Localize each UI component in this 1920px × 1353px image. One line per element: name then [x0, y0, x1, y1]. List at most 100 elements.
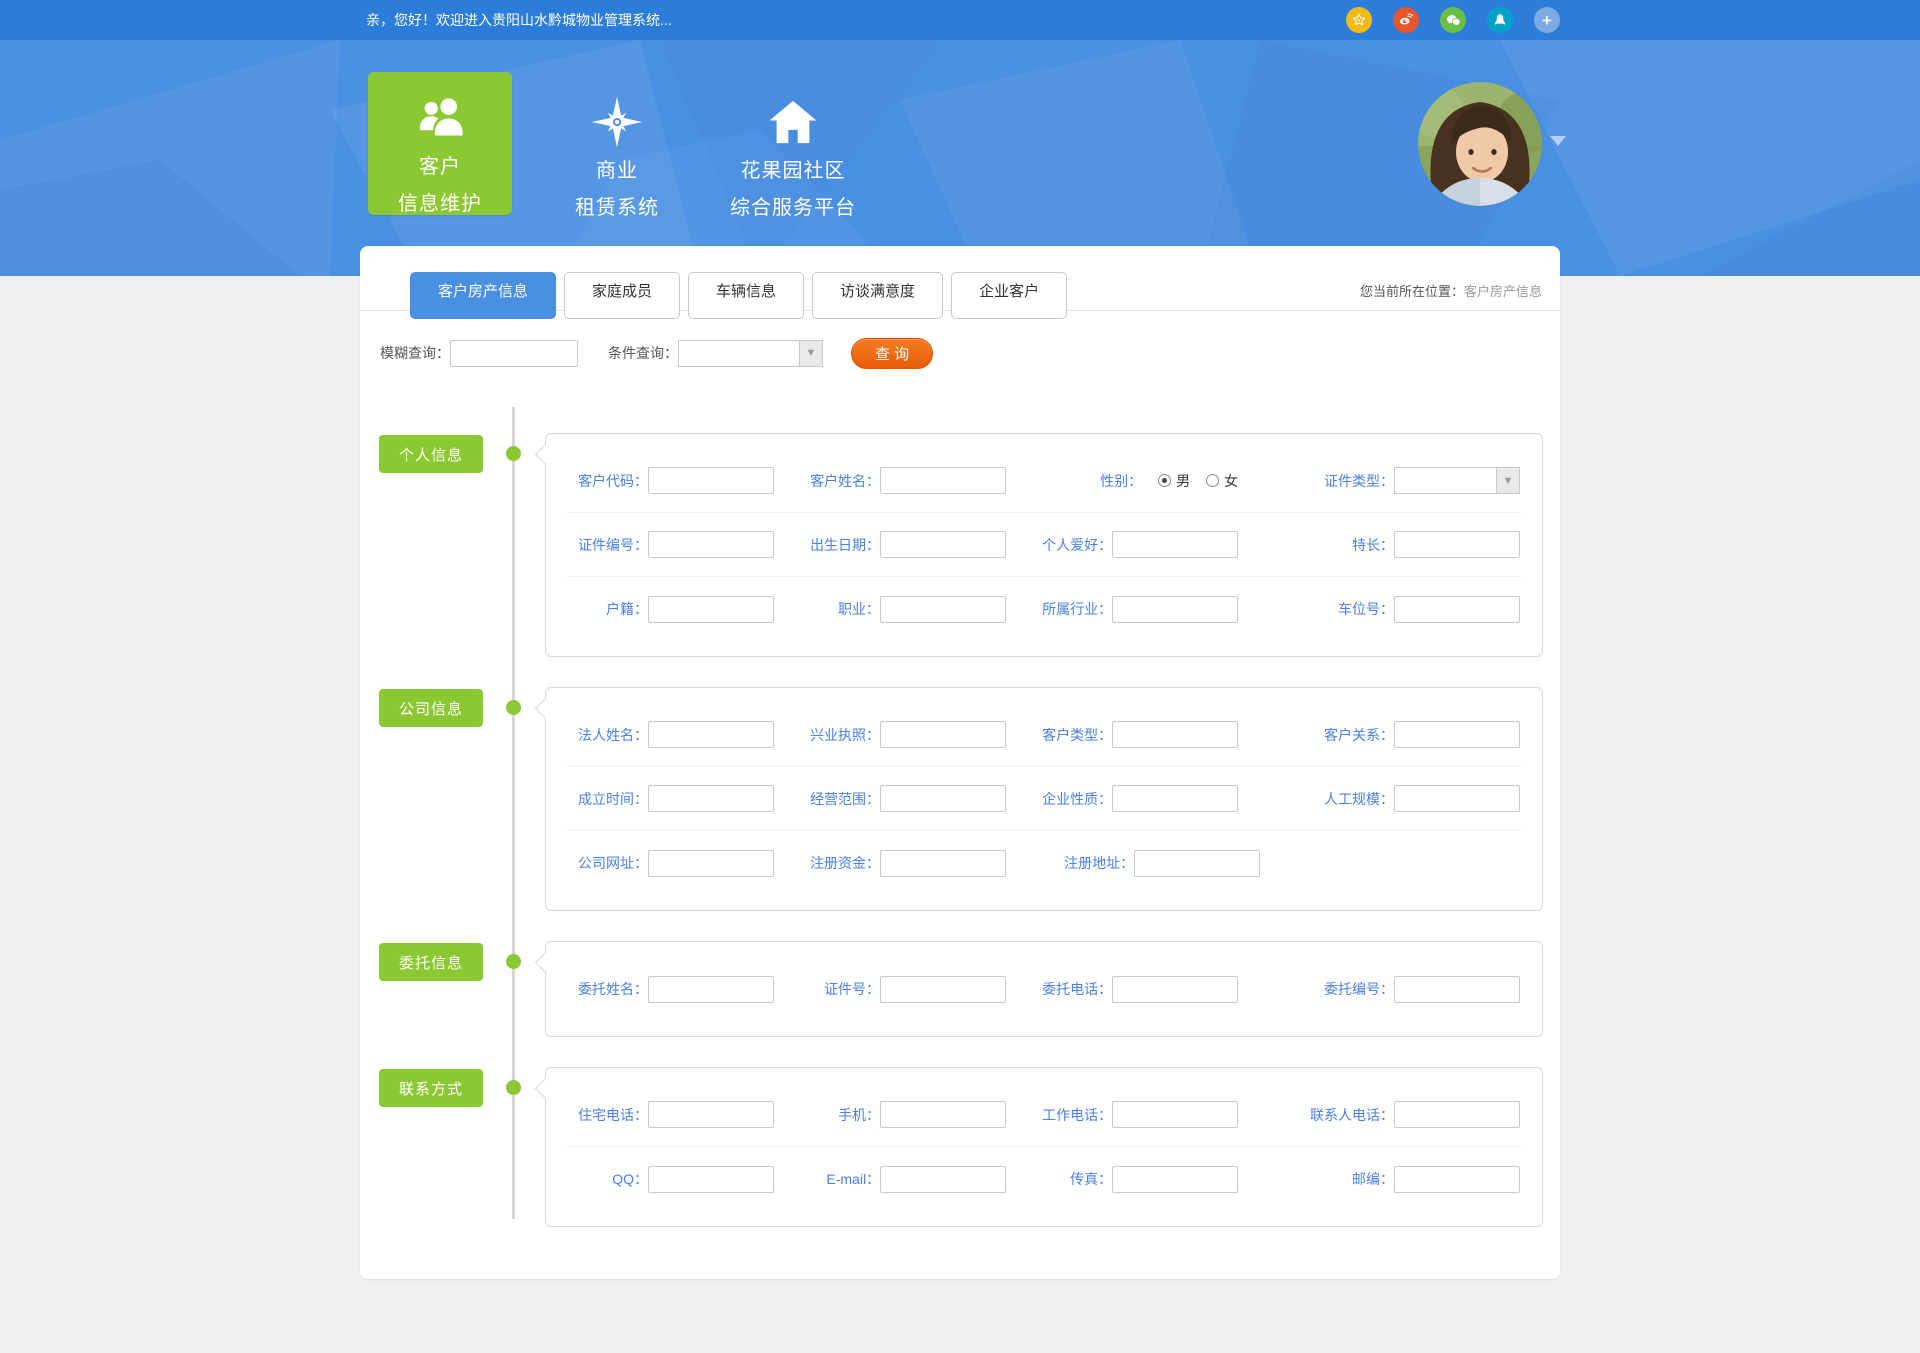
topbar-icon-group: + [1346, 7, 1560, 33]
menu-item-leasing[interactable]: 商业 租赁系统 [546, 72, 688, 222]
section-left: 公司信息 [360, 687, 545, 911]
menu-label-line2: 综合服务平台 [730, 197, 856, 219]
text-input[interactable] [880, 595, 1007, 623]
qq-icon[interactable] [1487, 7, 1513, 33]
field-label: 法人姓名： [578, 726, 649, 743]
radio-label: 男 [1176, 472, 1191, 489]
field: 成立时间： [566, 785, 798, 812]
home-icon [722, 96, 864, 148]
text-input[interactable] [648, 467, 775, 494]
field: 手机： [798, 1101, 1030, 1128]
compass-icon [546, 96, 688, 148]
field: 法人姓名： [566, 721, 798, 748]
breadcrumb-current: 客户房产信息 [1463, 284, 1542, 299]
text-input[interactable] [1112, 531, 1239, 558]
text-input[interactable] [880, 975, 1007, 1003]
chevron-down-icon[interactable]: ▼ [799, 340, 822, 366]
field: 职业： [798, 595, 1030, 623]
field: 客户代码： [566, 467, 798, 494]
section-left: 个人信息 [360, 433, 545, 657]
tab-0[interactable]: 客户房产信息 [410, 272, 557, 319]
text-input[interactable] [1394, 975, 1520, 1003]
star-icon[interactable] [1346, 7, 1372, 33]
field: 客户类型： [1030, 721, 1262, 748]
text-input[interactable] [648, 595, 775, 623]
menu-item-customer-info[interactable]: 客户 信息维护 [368, 72, 512, 215]
text-input[interactable] [880, 1101, 1007, 1128]
text-input[interactable] [1394, 595, 1520, 623]
field: 委托电话： [1030, 975, 1262, 1003]
weibo-icon[interactable] [1393, 7, 1419, 33]
field-label: 客户关系： [1324, 726, 1394, 743]
menu-label-line1: 花果园社区 [740, 160, 846, 182]
text-input[interactable] [1394, 531, 1520, 558]
text-input[interactable] [648, 849, 775, 877]
field: 客户姓名： [798, 467, 1030, 494]
radio-icon[interactable] [1158, 474, 1172, 487]
tab-1[interactable]: 家庭成员 [564, 272, 681, 319]
tab-3[interactable]: 访谈满意度 [812, 272, 944, 319]
text-input[interactable] [1112, 1165, 1239, 1193]
field: 兴业执照： [798, 721, 1030, 748]
field-label: 委托姓名： [578, 981, 649, 997]
text-input[interactable] [880, 467, 1007, 494]
text-input[interactable] [648, 1101, 775, 1128]
section-label: 联系方式 [379, 1069, 483, 1107]
avatar[interactable] [1418, 82, 1542, 206]
field-label: E-mail： [826, 1171, 881, 1187]
field: QQ： [566, 1165, 798, 1193]
select-input[interactable]: ▼ [1394, 467, 1520, 494]
tab-4[interactable]: 企业客户 [951, 272, 1068, 319]
query-button[interactable]: 查 询 [851, 337, 933, 369]
text-input[interactable] [1112, 721, 1239, 748]
field-label: 客户代码： [578, 472, 649, 489]
text-input[interactable] [1394, 721, 1520, 748]
field-label: 手机： [838, 1106, 881, 1123]
tab-bar: 客户房产信息 家庭成员 车辆信息 访谈满意度 企业客户 您当前所在位置：客户房产信息 [360, 246, 1560, 319]
text-input[interactable] [1134, 849, 1261, 877]
fuzzy-search-input[interactable] [450, 339, 578, 367]
text-input[interactable] [1112, 1101, 1239, 1128]
section-left: 委托信息 [360, 941, 545, 1037]
field: 企业性质： [1030, 785, 1262, 812]
text-input[interactable] [648, 785, 775, 812]
section-panel: 客户代码： 客户姓名： 性别： 男 女 证件类型： ▼ 证件编号： 出生日期： 个人爱好： 特长： 户… [545, 433, 1543, 657]
field: 客户关系： [1262, 721, 1522, 748]
condition-select-value [679, 341, 799, 366]
text-input[interactable] [1394, 1101, 1520, 1128]
chevron-down-icon[interactable]: ▼ [1496, 468, 1519, 493]
text-input[interactable] [1112, 785, 1239, 812]
text-input[interactable] [1112, 595, 1239, 623]
tab-2[interactable]: 车辆信息 [688, 272, 805, 319]
radio-icon[interactable] [1206, 474, 1220, 487]
field-row: 户籍： 职业： 所属行业： 车位号： [566, 577, 1522, 641]
menu-label-line2: 信息维护 [398, 193, 482, 215]
text-input[interactable] [648, 975, 775, 1003]
text-input[interactable] [880, 721, 1007, 748]
text-input[interactable] [1394, 785, 1520, 812]
condition-select[interactable]: ▼ [678, 339, 823, 367]
text-input[interactable] [1112, 975, 1239, 1003]
avatar-dropdown-caret[interactable] [1550, 136, 1566, 146]
radio-option[interactable]: 女 [1206, 471, 1238, 491]
section-panel: 法人姓名： 兴业执照： 客户类型： 客户关系： 成立时间： 经营范围： 企业性质： 人工规模：… [545, 687, 1543, 911]
plus-icon[interactable]: + [1534, 7, 1560, 33]
text-input[interactable] [648, 531, 775, 558]
menu-item-community[interactable]: 花果园社区 综合服务平台 [722, 72, 864, 222]
text-input[interactable] [1394, 1165, 1520, 1193]
radio-option[interactable]: 男 [1158, 471, 1190, 491]
field-label: 成立时间： [578, 790, 649, 807]
field-label: 证件类型： [1324, 472, 1394, 489]
field-label: 工作电话： [1042, 1106, 1113, 1123]
wechat-icon[interactable] [1440, 7, 1466, 33]
text-input[interactable] [880, 785, 1007, 812]
menu-label-line2: 租赁系统 [575, 197, 659, 219]
breadcrumb-prefix: 您当前所在位置： [1359, 284, 1464, 299]
text-input[interactable] [648, 1165, 775, 1193]
field-label: 传真： [1070, 1171, 1113, 1187]
field-label: 住宅电话： [578, 1106, 649, 1123]
text-input[interactable] [880, 531, 1007, 558]
text-input[interactable] [880, 1165, 1007, 1193]
text-input[interactable] [880, 849, 1007, 877]
text-input[interactable] [648, 721, 775, 748]
